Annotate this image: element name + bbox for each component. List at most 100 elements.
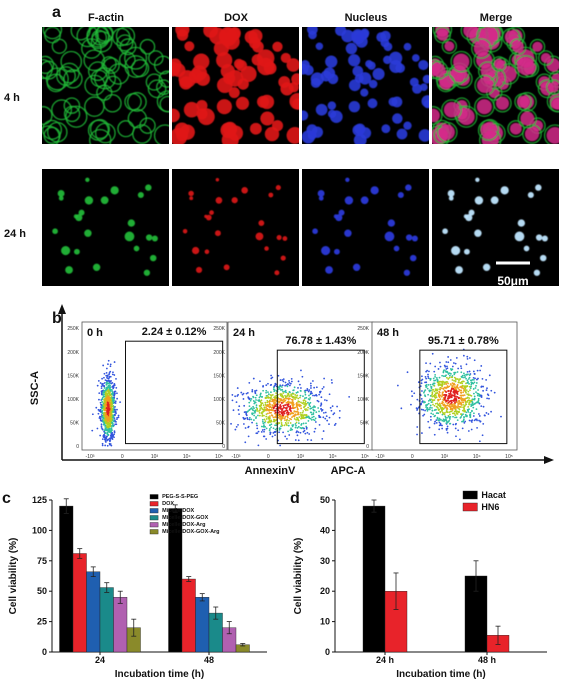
y-tick-label: 0 xyxy=(325,647,330,657)
legend-swatch xyxy=(149,529,159,535)
column-title-merge: Merge xyxy=(479,12,513,24)
flow-time-label: 48 h xyxy=(377,327,399,339)
flow-xlabel-apc: APC-A xyxy=(331,465,366,477)
y-axis-label: Cell viability (%) xyxy=(293,538,304,615)
flow-xtick: 10³ xyxy=(297,454,305,460)
gate-percentage: 2.24 ± 0.12% xyxy=(142,326,207,338)
flow-xtick: 10⁴ xyxy=(473,454,481,460)
flow-xtick: 10³ xyxy=(441,454,449,460)
x-axis-label: Incubation time (h) xyxy=(115,669,204,680)
legend-swatch xyxy=(149,494,159,500)
micrograph-merge-row2 xyxy=(432,169,559,286)
flow-ytick: 250K xyxy=(357,326,369,332)
flow-xtick: 0 xyxy=(411,454,414,460)
flow-xtick: 10⁴ xyxy=(183,454,191,460)
flow-ytick: 0 xyxy=(366,444,369,450)
y-tick-label: 20 xyxy=(320,586,330,596)
legend-swatch xyxy=(462,490,478,500)
legend-entry: Micelle-DOX-Arg xyxy=(162,522,205,528)
legend-swatch xyxy=(149,501,159,507)
panel-label-a: a xyxy=(52,4,61,21)
column-title-dox: DOX xyxy=(224,12,248,24)
micrograph-dox-row2 xyxy=(172,169,299,286)
legend-swatch xyxy=(462,502,478,512)
flow-ytick: 0 xyxy=(76,444,79,450)
row-label-24h: 24 h xyxy=(4,228,27,240)
legend-swatch xyxy=(149,522,159,528)
flow-ytick: 200K xyxy=(357,350,369,356)
bar xyxy=(99,587,114,653)
y-tick-label: 0 xyxy=(42,647,47,657)
flow-xtick: 10³ xyxy=(151,454,159,460)
flow-ytick: 150K xyxy=(357,373,369,379)
gate-box xyxy=(125,340,224,445)
flow-ytick: 50K xyxy=(70,420,80,426)
flow-xtick: 0 xyxy=(121,454,124,460)
flow-ytick: 250K xyxy=(213,326,225,332)
legend-entry: PEG-S-S-PEG xyxy=(162,494,198,500)
y-arrow-icon xyxy=(58,304,66,314)
flow-time-label: 0 h xyxy=(87,327,103,339)
flow-xlabel-annexin: AnnexinV xyxy=(245,465,296,477)
flow-ytick: 100K xyxy=(357,397,369,403)
micrograph-nucleus-row1 xyxy=(302,27,429,144)
x-tick-label: 48 xyxy=(204,655,214,665)
x-axis-label: Incubation time (h) xyxy=(396,669,485,680)
bar xyxy=(181,578,196,653)
gate-percentage: 76.78 ± 1.43% xyxy=(285,335,356,347)
legend-entry: HN6 xyxy=(481,502,499,512)
bar xyxy=(59,505,74,653)
flow-plot-1: 0 50K 100K 150K 200K 250K -10³ 0 10³ 10⁴ 10⁵ 0 h 2.2… xyxy=(67,321,228,460)
flow-plot-2: 0 50K 100K 150K 200K 250K -10³ 0 10³ 10⁴ 10⁵ 24 h 76… xyxy=(213,321,374,460)
y-tick-label: 50 xyxy=(37,586,47,596)
row-label-4h: 4 h xyxy=(4,92,20,104)
panel-label-b: b xyxy=(52,310,62,327)
bar xyxy=(362,505,386,653)
flow-xtick: -10³ xyxy=(86,454,95,460)
flow-plot-3: 0 50K 100K 150K 200K 250K -10³ 0 10³ 10⁴ 10⁵ 48 h 95… xyxy=(357,321,518,460)
y-axis-label: Cell viability (%) xyxy=(8,538,19,615)
y-tick-label: 40 xyxy=(320,525,330,535)
bar xyxy=(113,597,128,653)
x-tick-label: 48 h xyxy=(478,655,496,665)
y-tick-label: 10 xyxy=(320,617,330,627)
y-tick-label: 75 xyxy=(37,556,47,566)
gate-box xyxy=(276,349,365,445)
gate-box xyxy=(419,349,508,445)
legend-swatch xyxy=(149,508,159,514)
flow-ytick: 0 xyxy=(222,444,225,450)
y-tick-label: 25 xyxy=(37,617,47,627)
bar xyxy=(72,553,87,653)
flow-time-label: 24 h xyxy=(233,327,255,339)
column-title-nucleus: Nucleus xyxy=(344,12,388,24)
flow-ytick: 50K xyxy=(360,420,370,426)
y-tick-label: 125 xyxy=(32,495,47,505)
flow-ytick: 100K xyxy=(213,397,225,403)
micrograph-grid: 50μm xyxy=(42,27,559,288)
gate-percentage: 95.71 ± 0.78% xyxy=(428,335,499,347)
legend-swatch xyxy=(149,515,159,521)
bar xyxy=(195,597,210,653)
micrograph-dox-row1 xyxy=(172,27,299,144)
legend-entry: Micelle-DOX-GOX-Arg xyxy=(162,529,219,535)
flow-xtick: -10³ xyxy=(376,454,385,460)
scale-bar-label: 50μm xyxy=(497,274,528,288)
flow-ytick: 100K xyxy=(67,397,79,403)
bar-chart-d: 0 10 20 30 40 50 Cell viability (%) Incubation … xyxy=(293,490,547,680)
bar xyxy=(86,571,101,653)
flow-ytick: 150K xyxy=(213,373,225,379)
legend-entry: DOX xyxy=(162,501,174,507)
bar-chart-c: 0 25 50 75 100 125 Cell viability (%) Incubatio… xyxy=(8,494,267,680)
flow-xtick: 10⁴ xyxy=(329,454,337,460)
y-tick-label: 100 xyxy=(32,525,47,535)
legend-entry: Micelle-DOX xyxy=(162,508,194,514)
flow-xtick: 10⁵ xyxy=(361,454,369,460)
flow-ytick: 50K xyxy=(216,420,226,426)
legend-entry: Hacat xyxy=(481,490,506,500)
flow-cytometry-panel: SSC-A AnnexinV APC-A 0 50K 100K 150K 200K 250… xyxy=(29,304,554,477)
column-title-factin: F-actin xyxy=(87,12,125,24)
flow-ytick: 200K xyxy=(67,350,79,356)
micrograph-factin-row1 xyxy=(42,27,169,144)
flow-xtick: 10⁵ xyxy=(215,454,223,460)
flow-xtick: 0 xyxy=(267,454,270,460)
